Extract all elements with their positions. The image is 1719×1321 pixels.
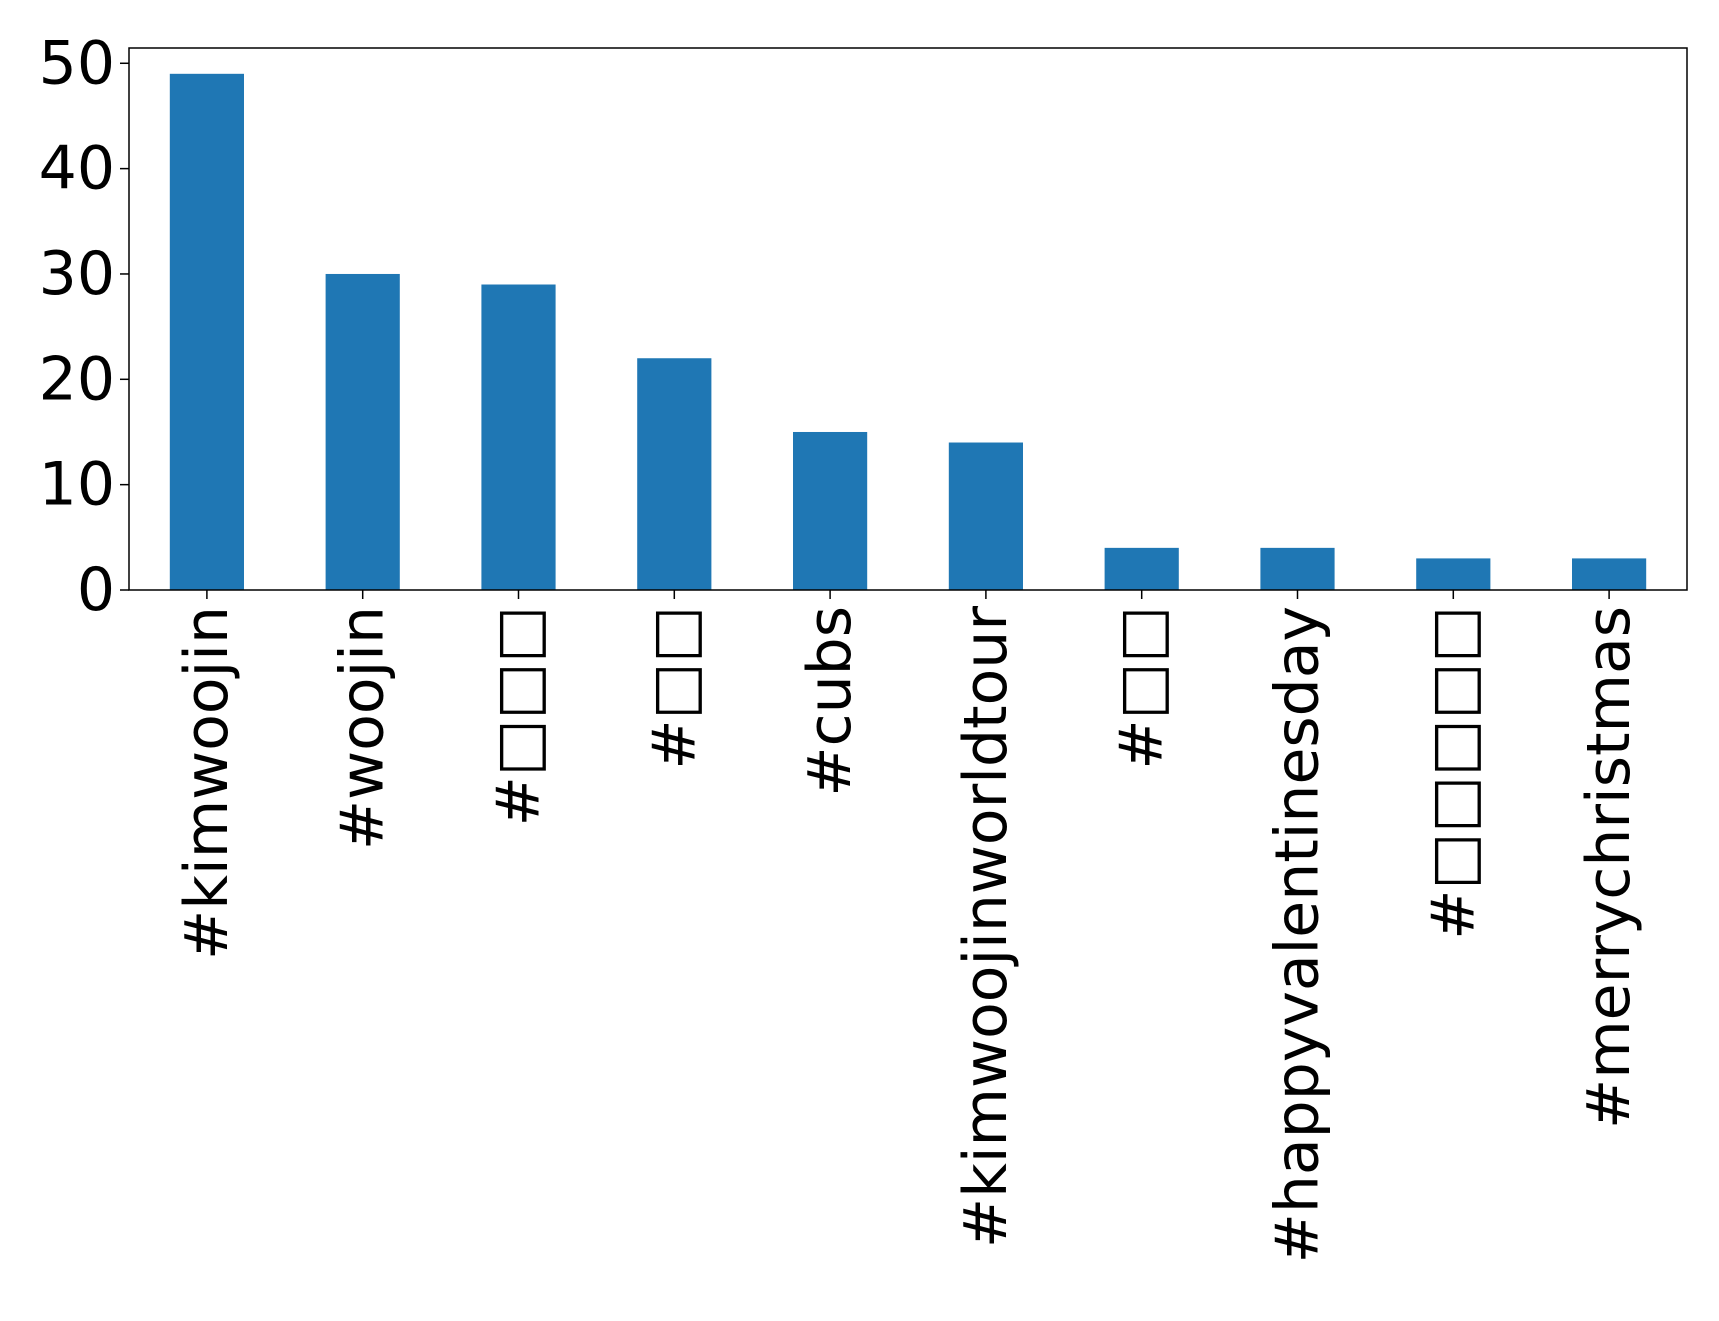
y-tick-label: 20 bbox=[39, 344, 115, 414]
x-tick-label: #kimwoojin bbox=[172, 606, 242, 960]
bar bbox=[637, 358, 712, 590]
x-tick-label: #□□□ bbox=[484, 606, 554, 826]
y-tick-label: 40 bbox=[39, 134, 115, 204]
y-tick-label: 30 bbox=[39, 239, 115, 309]
x-tick-label: #kimwoojinworldtour bbox=[951, 606, 1021, 1248]
x-tick-label: #□□ bbox=[1107, 606, 1177, 770]
x-axis: #kimwoojin #woojin #□□□ #□□ #cubs #kimwoojinw… bbox=[172, 590, 1644, 1263]
x-tick-label: #□□ bbox=[639, 606, 709, 770]
y-axis: 0 10 20 30 40 50 bbox=[39, 28, 129, 625]
bar bbox=[481, 284, 556, 590]
x-tick-label: #woojin bbox=[328, 606, 398, 850]
x-tick-label: #happyvalentinesday bbox=[1263, 606, 1333, 1263]
bar bbox=[169, 73, 244, 591]
x-tick-label: #merrychristmas bbox=[1574, 606, 1644, 1129]
bar bbox=[325, 273, 400, 590]
bar bbox=[1104, 547, 1179, 590]
bar bbox=[793, 431, 868, 590]
y-tick-label: 10 bbox=[39, 450, 115, 520]
x-tick-label: #□□□□□ bbox=[1418, 606, 1488, 940]
bar bbox=[1572, 558, 1647, 590]
bars-layer bbox=[169, 73, 1647, 591]
bar bbox=[1260, 547, 1335, 590]
y-tick-label: 0 bbox=[77, 555, 115, 625]
x-tick-label: #cubs bbox=[795, 606, 865, 797]
y-tick-label: 50 bbox=[39, 28, 115, 98]
bar bbox=[1416, 558, 1491, 590]
bar bbox=[948, 442, 1023, 590]
plot-frame bbox=[128, 47, 1688, 591]
